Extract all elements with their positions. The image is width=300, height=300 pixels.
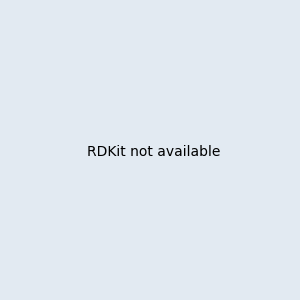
Text: RDKit not available: RDKit not available [87,145,220,158]
